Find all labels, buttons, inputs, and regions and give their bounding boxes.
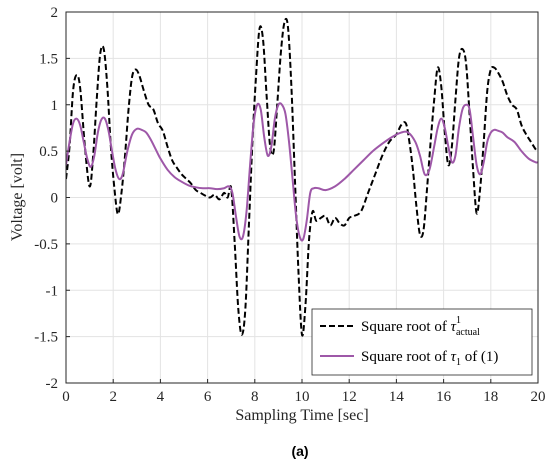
y-tick-label: -1 (46, 283, 59, 299)
legend-entry-model-sub: 1 (456, 357, 461, 368)
x-tick-label: 18 (483, 389, 498, 405)
series-layer (66, 17, 538, 337)
legend: Square root of τ1 actual Square root of τ… (311, 308, 533, 376)
y-tick-label: -1.5 (34, 330, 58, 346)
x-tick-label: 2 (109, 389, 117, 405)
legend-entry-actual-symbol: τ (451, 319, 457, 335)
x-tick-label: 4 (157, 389, 165, 405)
y-axis-label: Voltage [volt] (9, 153, 26, 241)
legend-entry-model-symbol: τ (451, 349, 457, 365)
y-tick-label: 0.5 (39, 144, 58, 160)
legend-entry-model: Square root of τ1 of (1) (361, 349, 498, 368)
x-tick-label: 6 (204, 389, 212, 405)
legend-entry-actual-prefix: Square root of (361, 319, 451, 335)
x-tick-label: 20 (531, 389, 546, 405)
legend-entry-actual-sub: actual (456, 327, 480, 338)
legend-entry-model-suffix: of (1) (461, 349, 499, 365)
tick-labels: 0 2 4 6 8 10 12 14 16 18 20 -2 -1.5 -1 -0.5 0 0.5 1 1.5 2 (34, 5, 545, 405)
x-tick-label: 16 (436, 389, 452, 405)
x-tick-label: 8 (251, 389, 259, 405)
legend-entry-model-prefix: Square root of (361, 349, 451, 365)
y-tick-label: 0 (51, 191, 59, 207)
y-tick-label: 1 (51, 98, 59, 114)
y-tick-label: 2 (51, 5, 59, 21)
x-tick-label: 10 (295, 389, 310, 405)
legend-box (311, 308, 533, 376)
legend-entry-actual: Square root of τ1 actual (361, 315, 480, 338)
series-line-actual (66, 17, 538, 337)
figure-caption: (a) (291, 443, 308, 459)
y-tick-label: 1.5 (39, 51, 58, 67)
ticks (65, 11, 539, 384)
x-tick-label: 12 (342, 389, 357, 405)
x-axis-label: Sampling Time [sec] (235, 407, 368, 424)
y-tick-label: -0.5 (34, 237, 58, 253)
y-tick-label: -2 (46, 376, 59, 392)
x-tick-label: 0 (62, 389, 70, 405)
legend-entry-actual-sup: 1 (456, 315, 461, 326)
series-line-model (66, 102, 538, 242)
x-tick-label: 14 (389, 389, 405, 405)
